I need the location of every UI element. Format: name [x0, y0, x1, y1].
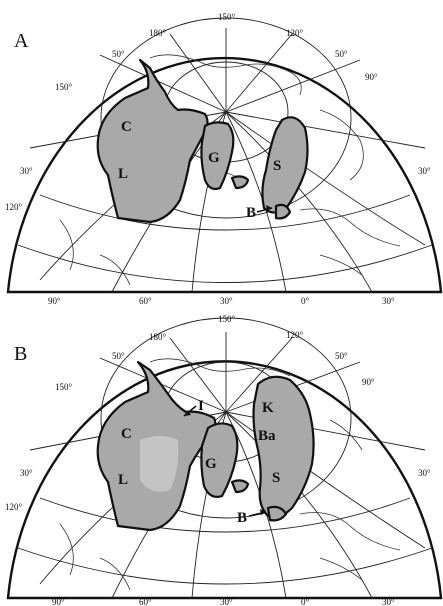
meridian-label-150-left: 150° [55, 82, 73, 92]
latitude-label-50-left: 50° [112, 49, 125, 59]
greenland-ice-sheet [200, 121, 235, 191]
iceland-ice-cap [230, 175, 250, 190]
greenland-ice-sheet [200, 422, 239, 498]
panel-a: A [5, 12, 443, 306]
region-label-c: C [121, 119, 132, 135]
meridian-label-0-bottom: 0° [301, 296, 310, 306]
latitude-label-30-right: 30° [418, 166, 431, 176]
meridian-label-90: 90° [365, 72, 378, 82]
latitude-label-50-right: 50° [335, 49, 348, 59]
arrowhead [266, 205, 272, 211]
meridian-label-30-bottom: 30° [220, 597, 233, 606]
region-label-b: B [246, 205, 256, 221]
meridian-label-180: 180° [149, 28, 167, 38]
meridian-label-90-bottom: 90° [48, 296, 61, 306]
map-boundary [6, 56, 443, 294]
region-label-l: L [118, 472, 128, 488]
meridian-label-150: 150° [218, 12, 236, 22]
laurentide-cordilleran-ice-sheet [96, 58, 209, 224]
latitude-graticule [17, 317, 433, 585]
meridian-label-120: 120° [286, 330, 304, 340]
coastlines [59, 358, 401, 591]
latitude-label-50-left: 50° [112, 351, 125, 361]
british-ice-sheet [266, 505, 288, 522]
region-label-c: C [121, 426, 132, 442]
region-label-k: K [262, 400, 274, 416]
region-label-ba: Ba [258, 428, 276, 444]
panel-letter: B [14, 343, 27, 365]
region-label-g: G [205, 456, 217, 472]
meridian-label-60-bottom: 60° [139, 296, 152, 306]
region-label-b: B [237, 510, 247, 526]
kara-barents-scandinavian-ice-sheet [252, 375, 315, 519]
meridian-label-180: 180° [149, 332, 167, 342]
meridian-label-150-left: 150° [55, 382, 73, 392]
latitude-label-30-left: 30° [20, 166, 33, 176]
panel-letter: A [14, 30, 29, 52]
ice-sheet-interior-shading [140, 436, 179, 492]
meridian-label-150: 150° [218, 314, 236, 324]
iceland-ice-cap [230, 479, 250, 494]
meridian-label-0-bottom: 0° [301, 597, 310, 606]
region-label-g: G [208, 150, 220, 166]
meridian-label-30e-bottom: 30° [382, 597, 395, 606]
panel-b: B [5, 314, 443, 606]
arrowhead [184, 410, 191, 416]
meridian-label-120: 120° [286, 28, 304, 38]
meridian-label-30e-bottom: 30° [382, 296, 395, 306]
region-label-s: S [273, 158, 281, 174]
meridian-label-120-left: 120° [5, 202, 23, 212]
region-label-i: I [198, 398, 204, 414]
meridian-label-90-bottom: 90° [52, 597, 65, 606]
meridian-label-60-bottom: 60° [139, 597, 152, 606]
ice-sheets [96, 360, 315, 532]
meridian-label-90: 90° [362, 377, 375, 387]
latitude-label-30-right: 30° [418, 468, 431, 478]
latitude-label-50-right: 50° [335, 351, 348, 361]
meridian-label-120-left: 120° [5, 502, 23, 512]
coastlines [59, 54, 401, 286]
ice-sheets [96, 58, 309, 224]
meridian-label-30-bottom: 30° [220, 296, 233, 306]
arrowhead [260, 509, 266, 515]
british-ice-sheet [274, 203, 292, 220]
region-label-s: S [272, 470, 280, 486]
map-boundary [6, 360, 443, 600]
latitude-label-30-left: 30° [20, 468, 33, 478]
region-label-l: L [118, 166, 128, 182]
